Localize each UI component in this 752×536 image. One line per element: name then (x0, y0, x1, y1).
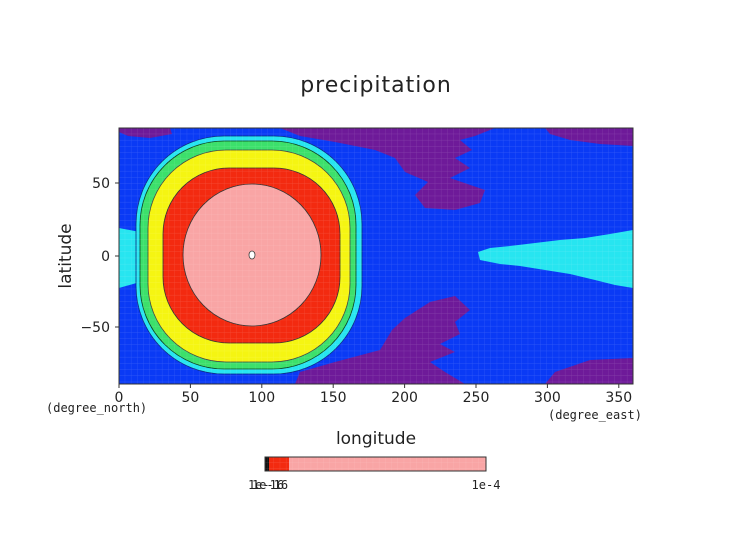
x-axis-label: longitude (336, 429, 416, 449)
y-unit-label: (degree_north) (46, 401, 147, 415)
x-tick-label: 50 (181, 390, 199, 406)
x-tick-label: 150 (320, 390, 347, 406)
y-axis: 50 0 −50 (80, 176, 119, 336)
colorbar-label-low-overlap: 1e-16 (252, 478, 288, 492)
x-tick-label: 100 (248, 390, 275, 406)
colorbar-label-high: 1e-4 (472, 478, 501, 492)
grid-overlay (119, 128, 633, 384)
plot-area (119, 128, 633, 384)
y-axis-label: latitude (56, 223, 76, 288)
x-unit-label: (degree_east) (548, 408, 642, 422)
y-tick-label: −50 (80, 320, 110, 336)
x-axis: 0 50 100 150 200 250 300 350 (115, 384, 632, 406)
x-tick-label: 0 (115, 390, 124, 406)
colorbar: 1e-16 1e-16 1e-4 (248, 456, 501, 492)
x-tick-label: 300 (534, 390, 561, 406)
x-tick-label: 200 (391, 390, 418, 406)
y-tick-label: 0 (101, 249, 110, 265)
y-tick-label: 50 (92, 176, 110, 192)
chart-title: precipitation (300, 73, 452, 98)
x-tick-label: 350 (605, 390, 632, 406)
colorbar-label-low: 1e-16 (248, 478, 284, 492)
colorbar-frame (264, 456, 487, 472)
colorbar-grid (265, 457, 486, 471)
x-tick-label: 250 (463, 390, 490, 406)
